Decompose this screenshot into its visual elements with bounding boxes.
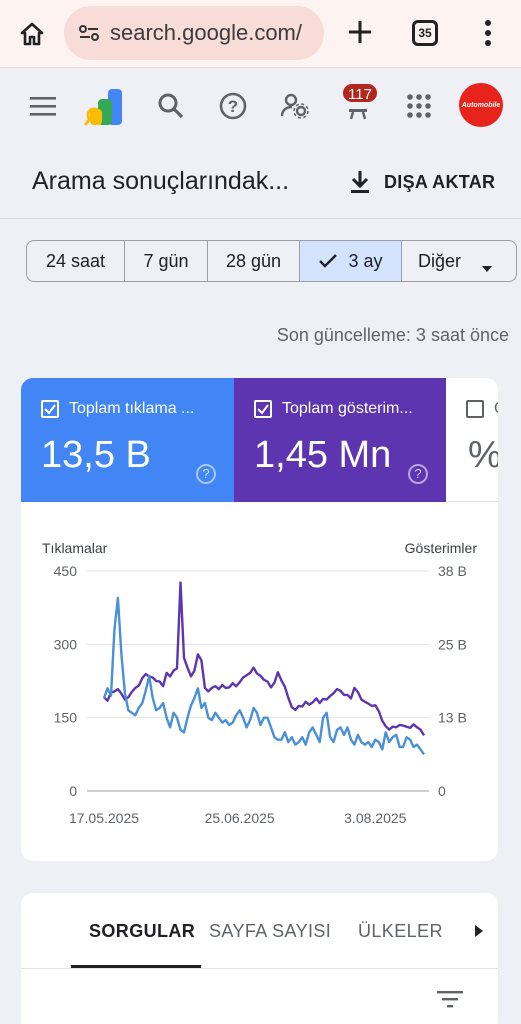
tab-switcher-button[interactable]: 35 — [412, 20, 438, 46]
range-label: 7 gün — [143, 250, 189, 271]
help-icon[interactable]: ? — [408, 464, 428, 484]
check-icon — [318, 253, 338, 269]
ctr-metric[interactable]: O % — [446, 378, 498, 502]
app-header: ? 117 Automobile — [0, 69, 521, 143]
browser-toolbar: search.google.com/ 35 — [0, 0, 521, 68]
notifications-icon[interactable] — [343, 91, 373, 121]
active-tab-indicator — [71, 965, 201, 968]
y-right-tick-label: 25 B — [438, 636, 467, 652]
avatar[interactable]: Automobile — [459, 83, 503, 127]
export-label: DIŞA AKTAR — [384, 171, 496, 192]
performance-chart: Tıklamalar Gösterimler 450 38 B 300 25 B 150… — [42, 540, 478, 826]
checkbox-checked-icon[interactable] — [254, 400, 272, 418]
help-icon[interactable]: ? — [218, 91, 248, 121]
metric-value: 13,5 B — [41, 434, 151, 476]
x-tick-label: 25.06.2025 — [205, 810, 275, 826]
help-icon[interactable]: ? — [196, 464, 216, 484]
browser-menu-icon[interactable] — [480, 18, 496, 48]
y-right-axis-label: Gösterimler — [405, 540, 478, 556]
checkbox-unchecked-icon[interactable] — [466, 400, 484, 418]
notification-count-badge[interactable]: 117 — [341, 82, 379, 104]
y-left-tick-label: 0 — [69, 783, 77, 799]
total-impressions-metric[interactable]: Toplam gösterim... 1,45 Mn ? — [234, 378, 446, 502]
url-bar[interactable]: search.google.com/ — [64, 6, 324, 60]
tab-queries[interactable]: SORGULAR — [89, 921, 196, 941]
url-text: search.google.com/ — [110, 20, 302, 45]
y-left-tick-label: 150 — [54, 710, 78, 726]
export-button[interactable]: DIŞA AKTAR — [348, 165, 495, 199]
y-right-tick-label: 13 B — [438, 710, 467, 726]
range-24h[interactable]: 24 saat — [27, 241, 125, 281]
date-range-selector: 24 saat 7 gün 28 gün 3 ay Diğer — [26, 240, 517, 282]
performance-card: Toplam tıklama ... 13,5 B ? Toplam göste… — [21, 378, 498, 861]
range-label: 28 gün — [225, 250, 282, 271]
metric-value: % — [468, 434, 498, 477]
tab-countries[interactable]: ÜLKELER — [358, 921, 443, 941]
total-clicks-metric[interactable]: Toplam tıklama ... 13,5 B ? — [21, 378, 234, 502]
series-line-clicks — [102, 596, 425, 755]
search-icon[interactable] — [156, 91, 186, 121]
metric-value: 1,45 Mn — [254, 434, 392, 476]
page-title: Arama sonuçlarındak... — [32, 167, 290, 195]
apps-grid-icon[interactable] — [404, 91, 434, 121]
filter-icon[interactable] — [437, 989, 463, 1009]
series-line-impressions — [103, 581, 426, 737]
y-right-tick-label: 0 — [438, 783, 446, 799]
x-tick-label: 17.05.2025 — [69, 810, 139, 826]
site-settings-icon[interactable] — [78, 24, 100, 42]
range-3m[interactable]: 3 ay — [300, 241, 402, 281]
range-label: 24 saat — [45, 250, 106, 271]
queries-card: SORGULAR SAYFA SAYISI ÜLKELER — [21, 893, 498, 1024]
chevron-right-icon[interactable] — [473, 923, 485, 939]
page-header: Arama sonuçlarındak... DIŞA AKTAR — [0, 143, 521, 219]
range-other-dropdown[interactable]: Diğer — [402, 241, 516, 281]
last-update-text: Son güncelleme: 3 saat önce — [276, 325, 509, 345]
metric-label: O — [494, 400, 498, 418]
new-tab-icon[interactable] — [344, 16, 376, 48]
tab-pages[interactable]: SAYFA SAYISI — [209, 921, 332, 941]
divider — [21, 968, 498, 969]
y-left-tick-label: 450 — [54, 563, 78, 579]
download-icon — [348, 169, 372, 195]
metric-label: Toplam gösterim... — [282, 400, 413, 417]
x-tick-label: 3.08.2025 — [344, 810, 406, 826]
range-label: 3 ay — [348, 250, 383, 271]
y-left-tick-label: 300 — [54, 636, 78, 652]
svg-text:?: ? — [228, 97, 238, 116]
range-7d[interactable]: 7 gün — [125, 241, 208, 281]
chart-grid: 450 38 B 300 25 B 150 13 B 0 0 17.05.2025 25.06.2… — [54, 563, 467, 826]
y-right-tick-label: 38 B — [438, 563, 467, 579]
metric-label: Toplam tıklama ... — [69, 400, 195, 417]
y-left-axis-label: Tıklamalar — [42, 540, 108, 556]
search-console-logo-icon[interactable] — [83, 85, 128, 129]
home-icon[interactable] — [14, 16, 50, 52]
menu-icon[interactable] — [30, 96, 56, 116]
dropdown-arrow-icon — [481, 257, 493, 272]
range-28d[interactable]: 28 gün — [208, 241, 300, 281]
range-label: Diğer — [418, 250, 462, 271]
chart-series — [102, 581, 426, 755]
checkbox-checked-icon[interactable] — [41, 400, 59, 418]
user-settings-icon[interactable] — [280, 91, 310, 121]
